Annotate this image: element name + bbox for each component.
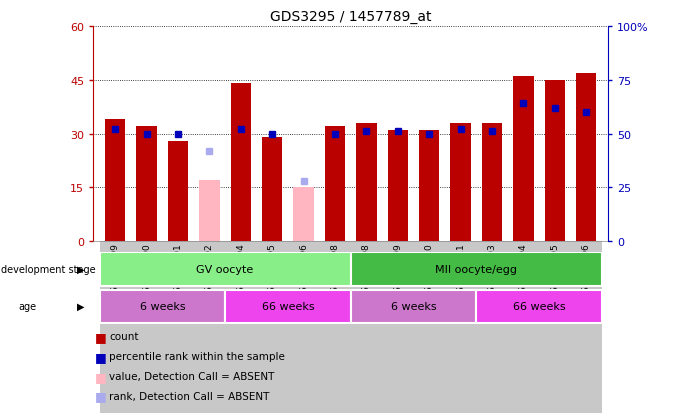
Text: percentile rank within the sample: percentile rank within the sample — [109, 351, 285, 361]
Bar — [539, 242, 570, 413]
FancyBboxPatch shape — [351, 290, 476, 323]
Text: GV oocyte: GV oocyte — [196, 264, 254, 275]
Text: 6 weeks: 6 weeks — [390, 301, 436, 312]
Bar — [168, 141, 188, 242]
Bar — [413, 242, 445, 413]
Bar — [225, 242, 256, 413]
FancyBboxPatch shape — [476, 290, 602, 323]
Bar — [105, 120, 126, 242]
Bar — [199, 181, 220, 242]
Title: GDS3295 / 1457789_at: GDS3295 / 1457789_at — [270, 10, 431, 24]
FancyBboxPatch shape — [225, 290, 351, 323]
Text: value, Detection Call = ABSENT: value, Detection Call = ABSENT — [109, 371, 274, 381]
Bar — [136, 127, 157, 242]
Bar — [131, 242, 162, 413]
Text: ▶: ▶ — [77, 264, 84, 274]
Bar — [256, 242, 288, 413]
Text: 66 weeks: 66 weeks — [262, 301, 314, 312]
Bar — [476, 242, 508, 413]
Bar — [513, 77, 533, 242]
FancyBboxPatch shape — [100, 253, 351, 286]
Bar — [508, 242, 539, 413]
Text: development stage: development stage — [1, 264, 96, 274]
Bar — [351, 242, 382, 413]
Bar — [419, 131, 439, 242]
Text: 6 weeks: 6 weeks — [140, 301, 185, 312]
Bar — [482, 123, 502, 242]
Bar — [319, 242, 351, 413]
Bar — [451, 123, 471, 242]
Text: ▶: ▶ — [77, 301, 84, 311]
FancyBboxPatch shape — [100, 290, 225, 323]
Bar — [231, 84, 251, 242]
Text: rank, Detection Call = ABSENT: rank, Detection Call = ABSENT — [109, 391, 269, 401]
Text: 66 weeks: 66 weeks — [513, 301, 565, 312]
Bar — [388, 131, 408, 242]
Text: ■: ■ — [95, 370, 107, 383]
Bar — [445, 242, 476, 413]
Bar — [576, 74, 596, 242]
Bar — [325, 127, 346, 242]
Bar — [294, 188, 314, 242]
Bar — [100, 242, 131, 413]
Bar — [382, 242, 413, 413]
Bar — [193, 242, 225, 413]
Text: ■: ■ — [95, 330, 107, 343]
Text: MII oocyte/egg: MII oocyte/egg — [435, 264, 518, 275]
FancyBboxPatch shape — [351, 253, 602, 286]
Bar — [262, 138, 283, 242]
Bar — [356, 123, 377, 242]
Text: ■: ■ — [95, 350, 107, 363]
Bar — [162, 242, 193, 413]
Bar — [570, 242, 602, 413]
Bar — [545, 81, 565, 242]
Text: ■: ■ — [95, 389, 107, 403]
Text: count: count — [109, 332, 139, 342]
Bar — [288, 242, 319, 413]
Text: age: age — [18, 301, 36, 311]
